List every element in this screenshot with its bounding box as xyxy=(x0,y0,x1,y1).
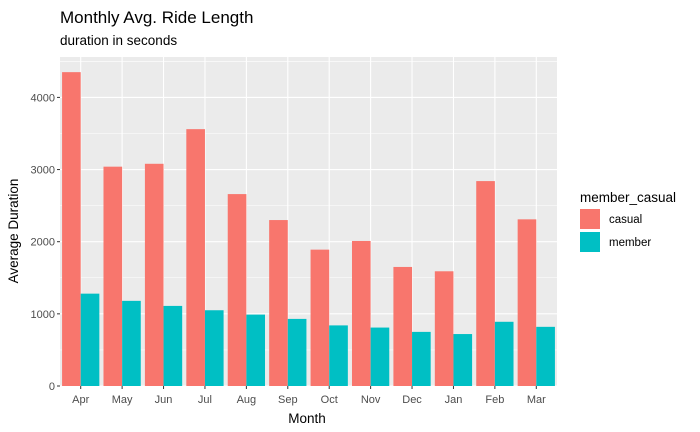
y-tick-label: 4000 xyxy=(31,92,55,104)
bar-member-dec xyxy=(412,331,431,386)
bar-casual-aug xyxy=(227,194,247,386)
bar-casual-oct xyxy=(310,249,330,386)
bar-member-nov xyxy=(370,327,390,386)
x-tick-label: Nov xyxy=(361,394,381,406)
x-tick-label: Aug xyxy=(237,394,257,406)
legend-label-member: member xyxy=(609,237,651,249)
legend-label-casual: casual xyxy=(609,214,642,226)
legend-key-casual xyxy=(580,209,600,229)
bar-member-feb xyxy=(494,321,514,386)
chart-title: Monthly Avg. Ride Length xyxy=(60,8,253,27)
bar-member-jan xyxy=(453,334,473,386)
bar-member-may xyxy=(122,300,141,386)
x-tick-label: Jan xyxy=(445,394,463,406)
bar-member-apr xyxy=(80,293,100,386)
x-tick-label: May xyxy=(112,394,133,406)
minor-gridlines xyxy=(60,61,557,351)
bar-member-mar xyxy=(536,326,555,386)
bar-casual-sep xyxy=(269,220,288,386)
bar-member-aug xyxy=(246,314,266,386)
x-axis-ticks: Apr May Jun Jul Aug Sep Oct Nov Dec Jan Feb Mar xyxy=(72,386,546,406)
bar-casual-jan xyxy=(434,271,454,386)
x-tick-label: Apr xyxy=(72,394,89,406)
x-tick-label: Jul xyxy=(198,394,212,406)
y-tick-label: 3000 xyxy=(31,165,55,177)
y-axis-ticks: 0 1000 2000 3000 4000 xyxy=(31,92,60,393)
bar-casual-feb xyxy=(476,181,495,386)
x-tick-label: Sep xyxy=(278,394,298,406)
x-tick-label: Mar xyxy=(527,394,546,406)
bar-casual-jul xyxy=(186,129,205,387)
x-tick-label: Oct xyxy=(321,394,338,406)
bar-member-jun xyxy=(163,305,183,386)
bar-casual-jun xyxy=(144,163,164,386)
bar-member-jul xyxy=(204,310,224,386)
y-axis-title: Average Duration xyxy=(6,179,21,284)
x-tick-label: Jun xyxy=(155,394,173,406)
y-tick-label: 2000 xyxy=(31,237,55,249)
legend-title: member_casual xyxy=(580,190,676,205)
y-tick-label: 0 xyxy=(49,381,55,393)
x-axis-title: Month xyxy=(288,411,326,426)
bar-casual-nov xyxy=(351,240,371,386)
bar-member-oct xyxy=(329,325,348,386)
chart-subtitle: duration in seconds xyxy=(60,33,177,48)
y-tick-label: 1000 xyxy=(31,309,55,321)
legend: member_casual casual member xyxy=(580,190,676,252)
plot-panel xyxy=(60,57,557,386)
bar-member-sep xyxy=(287,318,307,386)
bar-casual-apr xyxy=(62,72,81,387)
legend-key-member xyxy=(580,232,600,252)
bar-casual-mar xyxy=(517,219,537,386)
bar-casual-may xyxy=(103,166,123,386)
x-tick-label: Feb xyxy=(485,394,504,406)
bars xyxy=(62,72,555,387)
bar-casual-dec xyxy=(393,266,413,386)
x-tick-label: Dec xyxy=(402,394,422,406)
